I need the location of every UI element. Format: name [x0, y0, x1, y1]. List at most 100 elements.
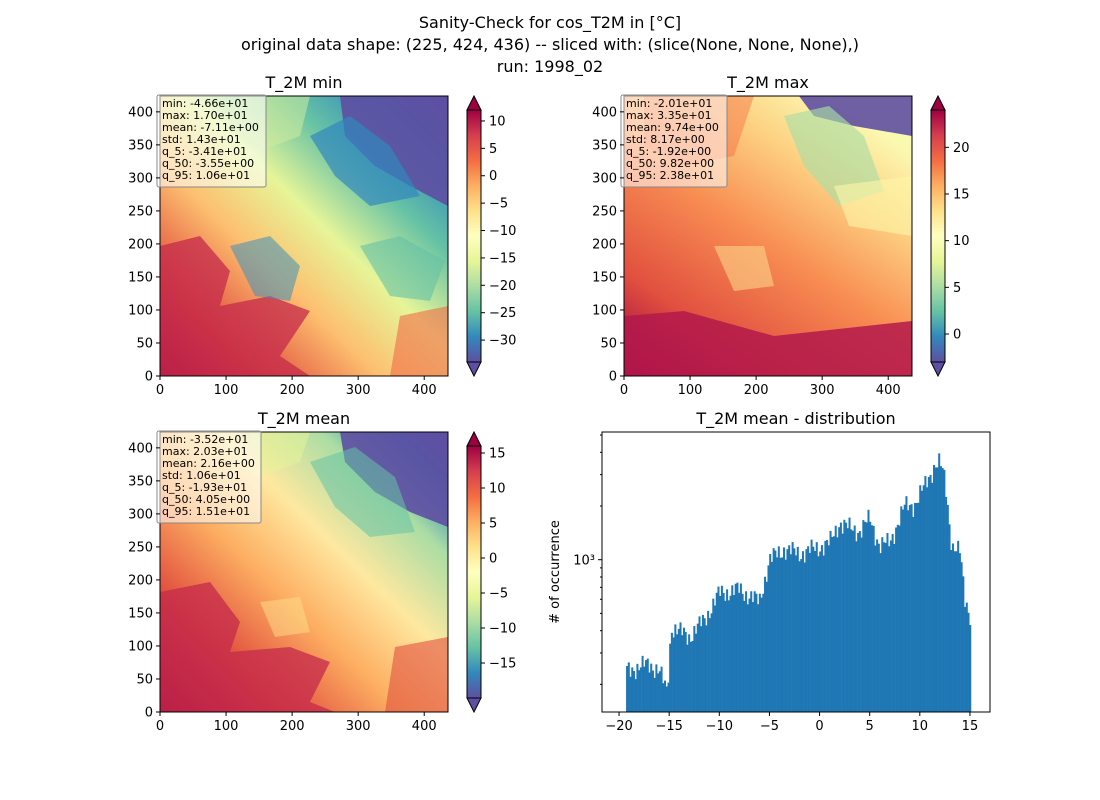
stat-std: std: 1.43e+01: [162, 133, 241, 146]
histogram-bar: [845, 522, 848, 712]
histogram-bar: [758, 593, 761, 712]
histogram-bar: [679, 622, 682, 712]
histogram-bar: [803, 562, 806, 712]
histogram-bar: [929, 474, 932, 712]
histogram-bar: [798, 561, 801, 712]
colorbar-tick-label: 0: [489, 169, 497, 184]
histogram-bar: [969, 625, 972, 712]
map-image: [159, 95, 449, 377]
panel-title: T_2M mean: [257, 409, 350, 429]
stat-q50: q_50: 4.05e+00: [162, 493, 250, 506]
histogram-bar: [674, 624, 677, 712]
stat-mean: mean: 9.74e+00: [626, 121, 719, 134]
x-tick-label: 0: [156, 719, 164, 734]
histogram-bar: [789, 554, 792, 712]
histogram-bar: [738, 592, 741, 712]
histogram-bar: [919, 485, 922, 712]
histogram-bar: [657, 673, 660, 712]
histogram-bar: [850, 529, 853, 712]
colorbar-tick-label: 5: [489, 517, 497, 532]
colorbar-tick-label: 15: [953, 188, 970, 203]
histogram-bar: [743, 600, 746, 712]
x-tick-label: −10: [706, 719, 733, 734]
histogram-bar: [801, 551, 804, 712]
y-tick-label: 0: [145, 370, 153, 385]
y-tick-label: 400: [128, 105, 153, 120]
histogram-bar: [903, 504, 906, 712]
histogram-bar: [751, 602, 754, 712]
y-tick-label: 350: [592, 138, 617, 153]
histogram-bar: [684, 631, 687, 712]
histogram-bar: [853, 525, 856, 712]
histogram-bar: [839, 522, 842, 712]
histogram-bar: [869, 521, 872, 712]
panel-title: T_2M mean - distribution: [695, 409, 895, 429]
y-tick-label: 200: [128, 573, 153, 588]
histogram-bar: [812, 546, 815, 712]
histogram-bar: [870, 525, 873, 712]
histogram-bar: [781, 557, 784, 712]
histogram-bar: [724, 600, 727, 712]
histogram-bar: [889, 540, 892, 712]
histogram-bar: [672, 637, 675, 712]
y-tick-label: 400: [128, 441, 153, 456]
colorbar-tick-label: 0: [953, 328, 961, 343]
histogram-bar: [655, 664, 658, 712]
histogram-bar: [826, 540, 829, 712]
colorbar-tick-label: 10: [953, 234, 970, 249]
y-tick-label: 100: [128, 639, 153, 654]
histogram-bar: [814, 550, 817, 712]
histogram-bar: [931, 482, 934, 712]
histogram-bar: [967, 612, 970, 712]
histogram-bar: [939, 466, 942, 712]
histogram-bar: [834, 525, 837, 712]
histogram-bar: [886, 533, 889, 712]
histogram-bar: [712, 598, 715, 712]
histogram-bar: [805, 549, 808, 712]
histogram-bar: [867, 509, 870, 712]
histogram-bar: [934, 467, 937, 712]
histogram-bar: [707, 610, 710, 712]
histogram-bar: [634, 679, 637, 712]
histogram-bar: [765, 581, 768, 712]
figure-title-line-2: original data shape: (225, 424, 436) -- …: [241, 35, 859, 54]
stat-q5: q_5: -3.41e+01: [162, 145, 247, 158]
histogram-bar: [745, 591, 748, 712]
histogram-bar: [862, 520, 865, 712]
histogram-bar: [901, 509, 904, 712]
histogram-bar: [857, 532, 860, 712]
histogram-bar: [941, 468, 944, 712]
histogram-bar: [950, 550, 953, 712]
histogram-bar: [962, 576, 965, 712]
histogram-plot: −20 −15 −10 −5 0 5 10 15 10³: [573, 434, 978, 734]
histogram-bar: [755, 593, 758, 712]
histogram-bar: [912, 516, 915, 712]
histogram-bar: [838, 527, 841, 712]
map-axes: 0 100 200 300 400 0 50 100 150 200 250 300 350 400: [128, 105, 436, 398]
histogram-bar: [722, 592, 725, 712]
stat-q50: q_50: 9.82e+00: [626, 157, 714, 170]
histogram-bar: [920, 490, 923, 712]
x-tick-label: 0: [815, 719, 823, 734]
histogram-bar: [757, 604, 760, 712]
x-tick-label: −5: [760, 719, 779, 734]
y-tick-label: 50: [600, 336, 617, 351]
y-tick-label: 200: [592, 237, 617, 252]
histogram-bar: [943, 469, 946, 712]
histogram-bar: [710, 613, 713, 712]
histogram-bar: [681, 635, 684, 712]
histogram-bar: [701, 614, 704, 712]
histogram-bar: [888, 546, 891, 712]
histogram-bar: [877, 543, 880, 712]
y-tick-label: 150: [128, 606, 153, 621]
x-tick-label: 200: [280, 719, 305, 734]
y-tick-label: 150: [128, 270, 153, 285]
histogram-bar: [810, 539, 813, 712]
histogram-bar: [860, 537, 863, 712]
histogram-bar: [660, 666, 663, 712]
histogram-bar: [876, 539, 879, 712]
colorbar-tick-label: 0: [489, 552, 497, 567]
histogram-bar: [784, 559, 787, 712]
figure-title-line-3: run: 1998_02: [497, 57, 603, 77]
stat-mean: mean: 2.16e+00: [162, 457, 255, 470]
